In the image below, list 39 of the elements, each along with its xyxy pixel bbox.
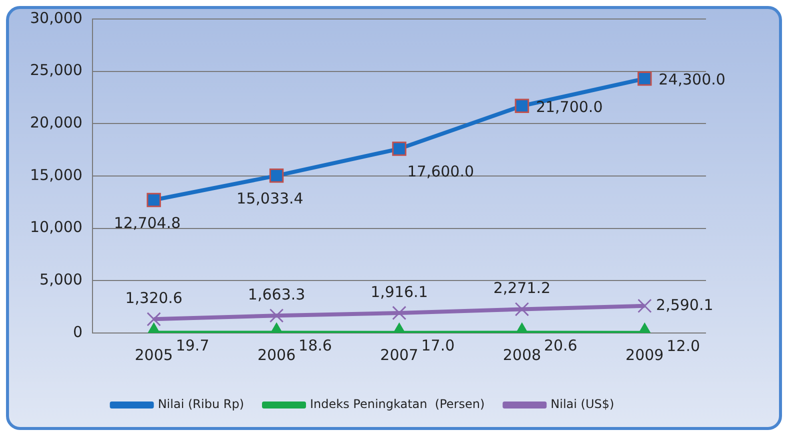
y-tick-label: 0: [72, 322, 82, 341]
x-tick-label: 2005: [134, 346, 173, 364]
y-tick-label: 15,000: [30, 166, 82, 184]
x-tick-label: 2007: [380, 346, 418, 364]
data-label: 1,663.3: [248, 285, 306, 304]
y-tick-label: 20,000: [30, 114, 82, 132]
point: [392, 142, 406, 156]
data-label: 2,590.1: [656, 296, 714, 314]
data-label: 20.6: [544, 336, 578, 355]
x-tick-label: 2006: [257, 346, 296, 364]
point: [392, 306, 406, 320]
data-label: 12.0: [666, 336, 700, 355]
point: [514, 98, 530, 113]
data-label: 24,300.0: [658, 70, 726, 89]
point: [638, 72, 652, 86]
y-tick-label: 10,000: [30, 218, 82, 236]
data-label: 18.6: [298, 336, 332, 355]
y-tick-label: 25,000: [30, 61, 82, 80]
point: [269, 168, 284, 183]
legend-label: Nilai (Ribu Rp): [158, 397, 244, 412]
x-tick-label: 2008: [502, 346, 542, 364]
data-label: 15,033.4: [236, 190, 304, 208]
data-label: 1,916.1: [370, 282, 428, 301]
point: [146, 312, 161, 326]
data-label: 12,704.8: [114, 214, 181, 232]
point: [638, 298, 652, 314]
y-tick-label: 5,000: [40, 270, 82, 289]
data-label: 17.0: [421, 336, 455, 355]
legend-label: Indeks Peningkatan (Persen): [310, 397, 485, 412]
y-tick-label: 30,000: [30, 8, 82, 27]
point: [146, 192, 161, 208]
legend-label: Nilai (US$): [550, 397, 614, 412]
x-tick-label: 2009: [626, 346, 664, 364]
data-label: 1,320.6: [125, 289, 182, 308]
data-label: 2,271.2: [493, 279, 551, 298]
data-label: 19.7: [176, 336, 210, 355]
point: [269, 308, 284, 323]
data-label: 21,700.0: [536, 98, 603, 116]
point: [514, 302, 530, 316]
